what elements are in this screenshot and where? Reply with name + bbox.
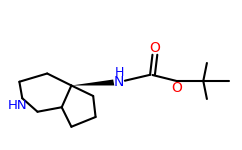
- Text: O: O: [150, 41, 160, 55]
- Text: N: N: [114, 75, 124, 89]
- Text: H: H: [115, 66, 124, 78]
- Text: O: O: [171, 81, 182, 95]
- Text: HN: HN: [8, 99, 27, 112]
- Polygon shape: [71, 80, 114, 85]
